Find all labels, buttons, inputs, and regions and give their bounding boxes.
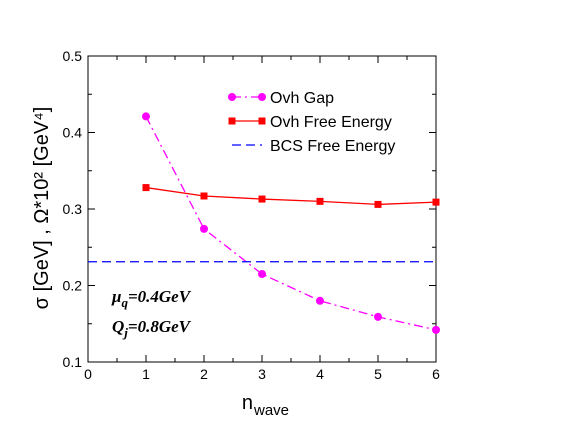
annotation-value: =0.8GeV: [128, 317, 192, 336]
series-line: [145, 186, 437, 206]
annotation-text: Qj=0.8GeV: [112, 317, 192, 340]
data-point: [432, 198, 440, 206]
legend-label: Ovh Free Energy: [270, 114, 392, 131]
legend-label: BCS Free Energy: [270, 138, 395, 155]
series-ovh-free-energy: [142, 184, 440, 208]
series-group: [88, 112, 440, 334]
data-point: [432, 325, 440, 334]
data-point: [200, 192, 208, 200]
data-point: [200, 224, 208, 233]
data-point: [258, 270, 266, 279]
series-line: [145, 116, 437, 331]
x-tick-label: 4: [316, 366, 324, 382]
y-tick-label: 0.5: [63, 48, 83, 64]
legend-label: Ovh Gap: [270, 90, 334, 107]
axis-ticks: 0 1 2 3 4 5 6 0.1 0.2 0.3 0.4 0.5: [63, 48, 441, 382]
x-tick-label: 6: [432, 366, 440, 382]
x-axis-label-subscript: wave: [253, 402, 289, 419]
data-point: [374, 312, 382, 321]
series-ovh-gap: [142, 112, 440, 334]
data-point: [374, 200, 382, 208]
y-axis-label: σ [GeV] , Ω*10² [GeV⁴]: [31, 107, 53, 310]
legend-marker: [228, 117, 236, 125]
x-axis-label: n: [242, 392, 253, 414]
annotation-symbol: μ: [111, 287, 121, 306]
x-tick-label: 5: [374, 366, 382, 382]
x-tick-label: 2: [200, 366, 208, 382]
annotation-subscript: q: [121, 295, 128, 310]
legend-marker: [258, 93, 266, 101]
annotation-value: =0.4GeV: [128, 287, 192, 306]
data-point: [142, 184, 150, 192]
y-tick-label: 0.2: [63, 278, 83, 294]
legend-marker: [258, 117, 266, 125]
x-tick-label: 3: [258, 366, 266, 382]
data-point: [316, 296, 324, 305]
data-point: [316, 197, 324, 205]
annotation-symbol: Q: [112, 317, 124, 336]
y-tick-label: 0.4: [63, 125, 83, 141]
y-tick-label: 0.1: [63, 354, 83, 370]
annotation-text: μq=0.4GeV: [111, 287, 192, 310]
data-point: [258, 195, 266, 203]
x-tick-label: 1: [142, 366, 150, 382]
x-tick-label: 0: [84, 366, 92, 382]
data-point: [142, 112, 150, 121]
annotation-subscript: j: [122, 325, 128, 340]
y-tick-label: 0.3: [63, 201, 83, 217]
legend-marker: [228, 93, 236, 101]
legend: Ovh Gap Ovh Free Energy BCS Free Energy: [228, 90, 395, 155]
